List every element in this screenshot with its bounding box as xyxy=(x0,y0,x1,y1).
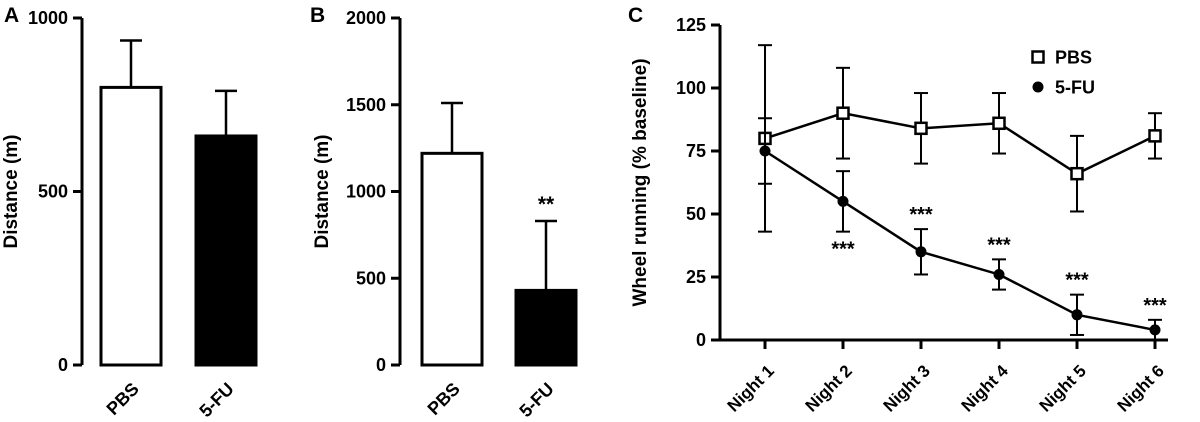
panel-letter-a: A xyxy=(4,4,19,27)
significance-annotation: *** xyxy=(909,204,933,226)
marker-open-square xyxy=(836,106,850,120)
x-category-label: Night 5 xyxy=(1036,361,1090,415)
panel-b-bar-chart: B 0 500 1000 1500 2000 Distance (m) PBS ** 5-FU xyxy=(310,4,578,421)
bar-5-fu xyxy=(514,288,578,367)
panel-letter-b: B xyxy=(310,4,325,27)
marker-filled-circle xyxy=(915,246,927,258)
bar-5-fu xyxy=(194,134,258,367)
y-tick-label: 100 xyxy=(676,78,706,98)
legend-label-pbs: PBS xyxy=(1055,48,1092,68)
y-tick-label: 0 xyxy=(376,355,386,375)
y-tick-label: 125 xyxy=(676,15,706,35)
marker-open-square xyxy=(1070,166,1084,181)
x-category-label: 5-FU xyxy=(195,379,237,421)
significance-annotation: ** xyxy=(538,193,555,216)
significance-annotation: *** xyxy=(987,234,1011,256)
significance-annotation: *** xyxy=(1065,270,1089,292)
x-category-label: 5-FU xyxy=(515,379,557,421)
marker-filled-circle xyxy=(993,268,1005,280)
y-tick-label: 50 xyxy=(686,204,706,224)
series-line-pbs xyxy=(764,111,1156,176)
y-tick-label: 1500 xyxy=(346,95,386,115)
y-tick-label: 1000 xyxy=(28,8,68,28)
bar-pbs xyxy=(99,85,163,367)
x-category-label: Night 1 xyxy=(724,361,778,415)
y-tick-label: 0 xyxy=(696,330,706,350)
y-tick-label: 500 xyxy=(356,268,386,288)
y-tick-label: 1000 xyxy=(346,182,386,202)
y-tick-label: 75 xyxy=(686,141,706,161)
significance-annotation: *** xyxy=(1143,295,1167,317)
x-category-label: Night 6 xyxy=(1114,361,1168,415)
significance-annotation: *** xyxy=(831,239,855,261)
y-tick-label: 25 xyxy=(686,267,706,287)
y-axis-title: Distance (m) xyxy=(312,134,333,248)
panel-letter-c: C xyxy=(628,4,643,27)
marker-open-square xyxy=(1148,129,1162,143)
series-line-5-fu xyxy=(764,149,1156,332)
y-tick-label: 0 xyxy=(58,355,68,375)
bar-pbs xyxy=(420,151,484,367)
marker-filled-circle xyxy=(1071,309,1083,321)
y-tick-label: 2000 xyxy=(346,8,386,28)
marker-filled-circle xyxy=(759,145,771,157)
marker-filled-circle xyxy=(1149,324,1161,336)
marker-open-square xyxy=(914,121,928,136)
x-category-label: Night 2 xyxy=(802,361,856,415)
x-category-label: PBS xyxy=(424,379,464,419)
y-axis-title: Distance (m) xyxy=(1,134,22,248)
y-axis-title: Wheel running (% baseline) xyxy=(630,58,651,306)
x-category-label: Night 4 xyxy=(958,361,1013,416)
legend-marker-open-square xyxy=(1031,50,1045,64)
x-category-label: Night 3 xyxy=(880,361,934,415)
legend-marker-filled-circle xyxy=(1032,81,1044,93)
marker-open-square xyxy=(992,116,1006,131)
marker-filled-circle xyxy=(837,195,849,207)
y-tick-label: 500 xyxy=(38,182,68,202)
panel-c-line-chart: C 0 25 50 75 100 125 Wheel running (% baseline)… xyxy=(628,4,1168,416)
panel-a-bar-chart: A 0 500 1000 Distance (m) PBS 5-FU xyxy=(1,4,258,421)
legend-label-5-fu: 5-FU xyxy=(1055,78,1095,98)
x-category-label: PBS xyxy=(103,379,143,419)
